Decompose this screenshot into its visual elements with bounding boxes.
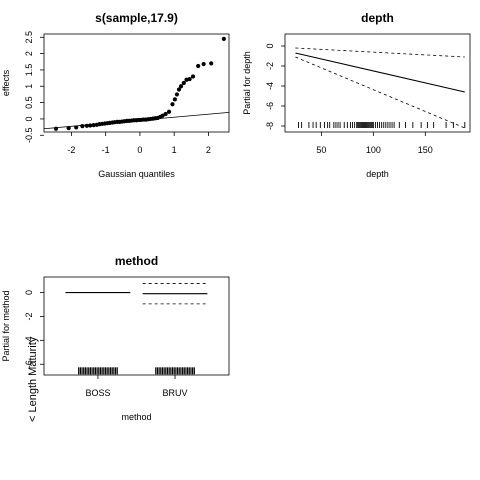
data-point — [166, 109, 172, 114]
y-tick-label: -4 — [24, 336, 34, 344]
y-tick-label: 1 — [24, 84, 34, 89]
category-label: BOSS — [85, 388, 110, 398]
y-axis-label: effects — [1, 69, 11, 96]
x-tick-label: 100 — [366, 145, 381, 155]
data-point — [88, 123, 93, 128]
chart-title: method — [115, 254, 158, 268]
panel-depth: depth depth Partial for depth 50 100 150 -8 -6 -… — [242, 11, 471, 179]
data-point — [170, 102, 175, 107]
y-tick-label: -0.5 — [24, 128, 34, 144]
data-point — [176, 87, 182, 92]
x-tick-label: 1 — [172, 145, 177, 155]
data-point — [196, 63, 201, 69]
y-axis-label: Partial for depth — [242, 51, 252, 115]
y-tick-label: -2 — [24, 312, 34, 320]
fit-line — [295, 52, 465, 93]
data-point — [201, 61, 206, 67]
data-point — [84, 123, 89, 128]
panel-method: method method Partial for method -6 -4 -2 0 BOS… — [1, 254, 230, 422]
category-label: BRUV — [163, 388, 188, 398]
y-tick-label: 0 — [265, 43, 275, 48]
data-point — [174, 92, 180, 97]
y-tick-label: -6 — [24, 360, 34, 368]
data-point — [181, 80, 186, 86]
data-point — [74, 125, 79, 130]
y-tick-label: 2 — [24, 51, 34, 56]
x-tick-label: -2 — [67, 145, 75, 155]
y-tick-label: -4 — [265, 82, 275, 90]
side-label: < Length Maturity — [27, 336, 39, 422]
chart-title: depth — [361, 11, 394, 25]
x-tick-label: 50 — [316, 145, 326, 155]
x-tick-label: 150 — [418, 145, 433, 155]
plot-frame — [284, 33, 471, 133]
data-point — [187, 76, 192, 82]
data-point — [178, 84, 184, 89]
chart-title: s(sample,17.9) — [95, 11, 178, 25]
data-point — [91, 123, 96, 128]
x-tick-label: 0 — [137, 145, 142, 155]
confidence-line — [295, 47, 465, 58]
data-point — [209, 61, 214, 66]
confidence-line — [295, 56, 465, 129]
panel-sample-smooth: s(sample,17.9) Gaussian quantiles effects -… — [1, 11, 230, 179]
y-tick-label: 0 — [24, 290, 34, 295]
x-tick-label: 2 — [206, 145, 211, 155]
data-point — [53, 126, 59, 131]
data-point — [172, 97, 177, 102]
y-tick-label: 0 — [24, 116, 34, 121]
y-tick-label: 2.5 — [24, 31, 34, 44]
x-axis-label: Gaussian quantiles — [98, 169, 175, 179]
y-tick-label: -2 — [265, 62, 275, 70]
y-axis-label: Partial for method — [1, 290, 11, 361]
data-point — [66, 125, 71, 131]
x-tick-label: -1 — [102, 145, 110, 155]
data-point — [160, 113, 165, 118]
data-point — [163, 111, 168, 117]
y-tick-label: 0.5 — [24, 96, 34, 109]
plot-frame — [43, 276, 230, 376]
x-axis-label: depth — [366, 169, 389, 179]
data-point — [221, 36, 226, 42]
data-point — [190, 74, 196, 79]
plot-frame — [43, 33, 230, 133]
y-tick-label: -8 — [265, 122, 275, 130]
y-tick-label: 1.5 — [24, 64, 34, 77]
data-point — [80, 124, 85, 129]
x-axis-label: method — [121, 412, 151, 422]
y-tick-label: -6 — [265, 102, 275, 110]
